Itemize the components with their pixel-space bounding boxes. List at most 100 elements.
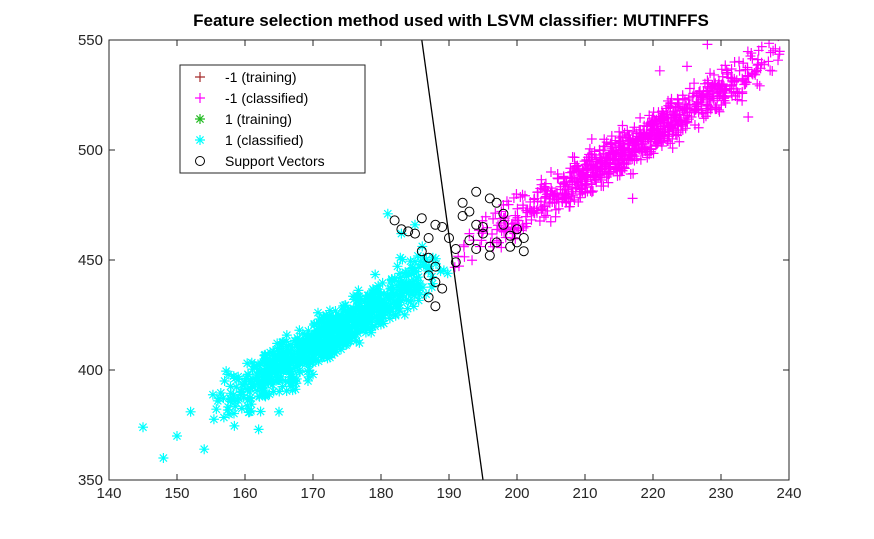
data-point bbox=[347, 330, 358, 341]
data-point bbox=[584, 143, 595, 154]
data-point bbox=[410, 284, 421, 295]
data-point bbox=[412, 250, 423, 261]
data-point bbox=[394, 293, 405, 304]
data-point bbox=[467, 255, 478, 266]
data-point bbox=[716, 100, 727, 111]
data-point bbox=[401, 267, 412, 278]
data-point bbox=[274, 386, 285, 397]
support-vector bbox=[416, 246, 427, 257]
data-point bbox=[729, 57, 740, 67]
data-point bbox=[367, 300, 378, 311]
data-point bbox=[253, 360, 264, 371]
data-point bbox=[642, 118, 653, 129]
data-point bbox=[377, 310, 388, 321]
data-point bbox=[495, 218, 506, 229]
data-point bbox=[739, 79, 750, 90]
y-tick-label: 400 bbox=[78, 362, 103, 379]
data-point bbox=[328, 324, 339, 335]
data-point bbox=[747, 53, 758, 64]
data-point bbox=[427, 278, 438, 289]
support-vector bbox=[437, 283, 448, 294]
legend-marker bbox=[195, 72, 205, 82]
data-point bbox=[395, 252, 406, 263]
data-point bbox=[595, 169, 606, 180]
data-point bbox=[413, 272, 424, 283]
data-point bbox=[272, 354, 283, 365]
data-point bbox=[374, 290, 385, 301]
legend-item: -1 (training) bbox=[195, 69, 297, 85]
data-point bbox=[294, 365, 305, 376]
data-point bbox=[449, 262, 460, 273]
data-point bbox=[370, 269, 381, 280]
data-point bbox=[721, 65, 732, 76]
data-point bbox=[661, 106, 672, 117]
data-point bbox=[657, 130, 668, 141]
data-point bbox=[672, 97, 683, 108]
data-point bbox=[570, 161, 581, 172]
data-point bbox=[512, 212, 523, 223]
data-point bbox=[138, 422, 148, 433]
data-point bbox=[393, 277, 404, 288]
data-point bbox=[681, 100, 692, 111]
data-point bbox=[442, 268, 453, 279]
data-point bbox=[245, 383, 256, 394]
data-point bbox=[354, 337, 365, 348]
data-point bbox=[267, 345, 278, 356]
data-point bbox=[362, 303, 373, 314]
data-point bbox=[258, 374, 269, 385]
data-point bbox=[510, 233, 521, 244]
data-point bbox=[295, 357, 306, 368]
data-point bbox=[600, 159, 611, 170]
data-point bbox=[389, 273, 400, 284]
data-point bbox=[652, 127, 663, 138]
data-point bbox=[237, 379, 248, 390]
data-point bbox=[372, 296, 383, 307]
data-point bbox=[540, 210, 551, 221]
data-point bbox=[673, 119, 684, 130]
legend-label: -1 (classified) bbox=[225, 90, 308, 106]
data-point bbox=[267, 379, 278, 390]
data-point bbox=[379, 295, 390, 306]
data-point bbox=[708, 69, 719, 80]
data-point bbox=[390, 310, 401, 321]
data-point bbox=[313, 349, 324, 360]
data-point bbox=[225, 388, 236, 399]
data-point bbox=[569, 194, 580, 205]
data-point bbox=[743, 71, 754, 82]
data-point bbox=[281, 330, 292, 341]
data-point bbox=[767, 65, 778, 76]
data-point bbox=[211, 404, 222, 415]
data-point bbox=[249, 379, 260, 390]
data-point bbox=[743, 112, 754, 122]
x-tick-label: 200 bbox=[504, 485, 529, 502]
data-point bbox=[236, 403, 247, 414]
data-point bbox=[717, 71, 728, 82]
data-point bbox=[550, 204, 561, 215]
data-point bbox=[630, 136, 641, 147]
data-point bbox=[702, 40, 713, 50]
data-point bbox=[320, 321, 331, 332]
data-point bbox=[727, 75, 738, 86]
data-point bbox=[624, 138, 635, 149]
data-point bbox=[224, 409, 235, 420]
data-point bbox=[705, 104, 716, 115]
support-vector bbox=[512, 224, 522, 235]
data-point bbox=[512, 203, 523, 214]
support-vector bbox=[478, 222, 488, 232]
data-point bbox=[617, 120, 628, 131]
data-point bbox=[745, 51, 756, 62]
data-point bbox=[274, 406, 284, 417]
legend-marker bbox=[195, 135, 205, 145]
data-point bbox=[274, 346, 285, 357]
data-point bbox=[586, 134, 597, 144]
chart-title: Feature selection method used with LSVM … bbox=[193, 11, 709, 30]
data-point bbox=[312, 338, 323, 349]
data-point bbox=[323, 340, 334, 351]
data-point bbox=[344, 315, 355, 326]
data-point bbox=[317, 326, 328, 337]
data-point bbox=[411, 272, 422, 283]
data-point bbox=[498, 200, 509, 210]
data-point bbox=[292, 336, 303, 347]
y-tick-label: 450 bbox=[78, 252, 103, 269]
data-point bbox=[348, 304, 359, 315]
